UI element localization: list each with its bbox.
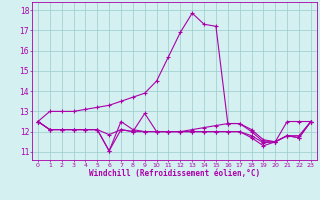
X-axis label: Windchill (Refroidissement éolien,°C): Windchill (Refroidissement éolien,°C) (89, 169, 260, 178)
